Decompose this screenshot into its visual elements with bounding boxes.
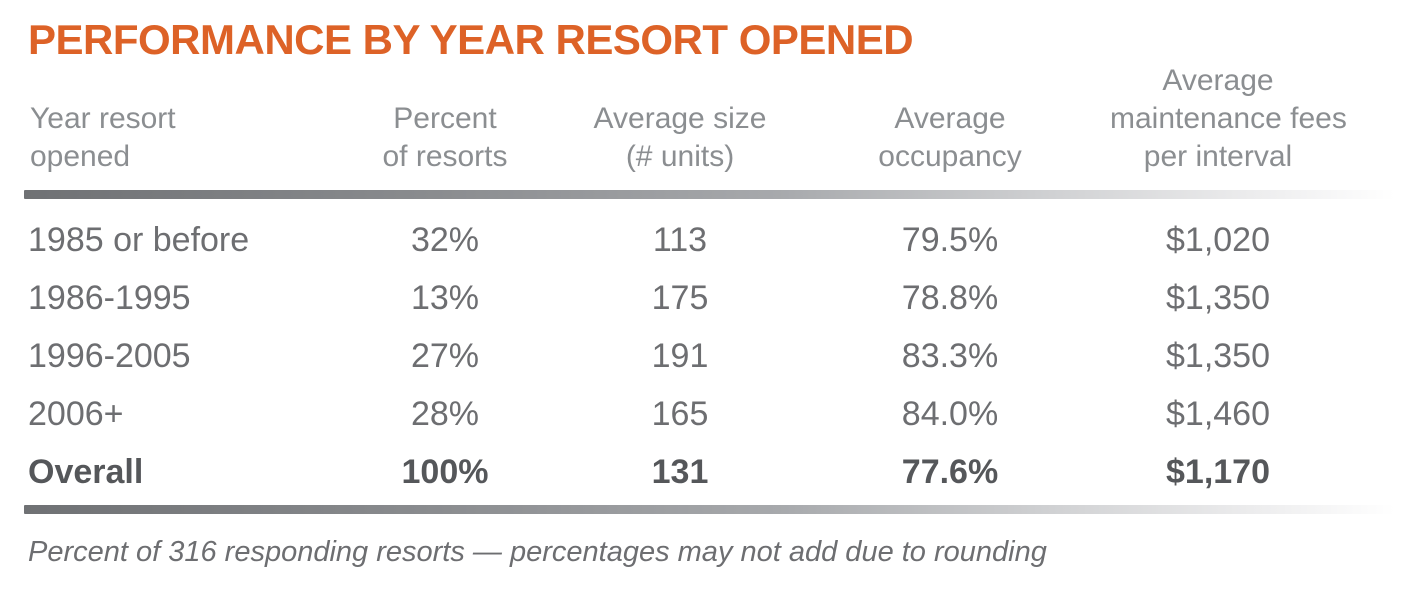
- col-header-average-occupancy: Average occupancy: [790, 100, 1110, 176]
- col-header-percent-of-resorts: Percent of resorts: [320, 100, 570, 176]
- col-header-line: of resorts: [382, 140, 508, 173]
- cell-fees: $1,460: [1166, 394, 1270, 433]
- cell-percent: 100%: [401, 452, 489, 491]
- cell-fees: $1,020: [1166, 220, 1270, 259]
- cell-occupancy: 84.0%: [901, 394, 999, 433]
- cell-percent: 13%: [410, 278, 480, 317]
- col-header-line: maintenance fees: [1110, 102, 1347, 135]
- table-row-1996-2005: 1996-2005 27% 191 83.3% $1,350: [24, 327, 1395, 385]
- table-body: 1985 or before 32% 113 79.5% $1,020 1986…: [24, 199, 1395, 501]
- table-header-row: Year resort opened Percent of resorts Av…: [24, 58, 1395, 190]
- cell-occupancy: 77.6%: [901, 452, 999, 491]
- table-row-1985-or-before: 1985 or before 32% 113 79.5% $1,020: [24, 211, 1395, 269]
- col-header-line: Average: [894, 102, 1006, 135]
- cell-occupancy: 79.5%: [901, 220, 999, 259]
- col-header-average-maintenance-fees: Average maintenance fees per interval: [1110, 62, 1347, 176]
- table-row-2006-plus: 2006+ 28% 165 84.0% $1,460: [24, 385, 1395, 443]
- cell-year: 1996-2005: [28, 336, 191, 375]
- col-header-line: per interval: [1143, 140, 1293, 173]
- footnote: Percent of 316 responding resorts — perc…: [28, 536, 1047, 568]
- table-row-1986-1995: 1986-1995 13% 175 78.8% $1,350: [24, 269, 1395, 327]
- cell-fees: $1,350: [1166, 336, 1270, 375]
- cell-year: 1986-1995: [28, 278, 191, 317]
- cell-fees: $1,170: [1166, 452, 1270, 491]
- cell-percent: 28%: [410, 394, 480, 433]
- cell-percent: 27%: [410, 336, 480, 375]
- col-header-year-resort-opened: Year resort opened: [24, 100, 320, 176]
- cell-year: 1985 or before: [28, 220, 250, 259]
- footer-divider-rule: [24, 505, 1395, 514]
- col-header-line: opened: [30, 140, 131, 173]
- cell-size: 113: [652, 220, 708, 259]
- col-header-line: Year resort: [30, 102, 176, 135]
- col-header-line: Percent: [393, 102, 497, 135]
- cell-occupancy: 78.8%: [901, 278, 999, 317]
- header-divider-rule: [24, 190, 1395, 199]
- performance-table: Year resort opened Percent of resorts Av…: [24, 58, 1395, 569]
- col-header-line: Average size: [593, 102, 767, 135]
- figure-title: PERFORMANCE BY YEAR RESORT OPENED: [28, 16, 914, 63]
- col-header-line: (# units): [625, 140, 735, 173]
- cell-year: 2006+: [28, 394, 124, 433]
- cell-size: 165: [651, 394, 709, 433]
- cell-size: 191: [651, 336, 709, 375]
- cell-percent: 32%: [410, 220, 480, 259]
- table-row-overall: Overall 100% 131 77.6% $1,170: [24, 443, 1395, 501]
- cell-size: 131: [651, 452, 709, 491]
- cell-fees: $1,350: [1166, 278, 1270, 317]
- col-header-line: occupancy: [878, 140, 1022, 173]
- cell-size: 175: [651, 278, 709, 317]
- col-header-average-size: Average size (# units): [570, 100, 790, 176]
- cell-occupancy: 83.3%: [901, 336, 999, 375]
- col-header-line: Average: [1162, 64, 1274, 97]
- cell-year: Overall: [28, 452, 144, 491]
